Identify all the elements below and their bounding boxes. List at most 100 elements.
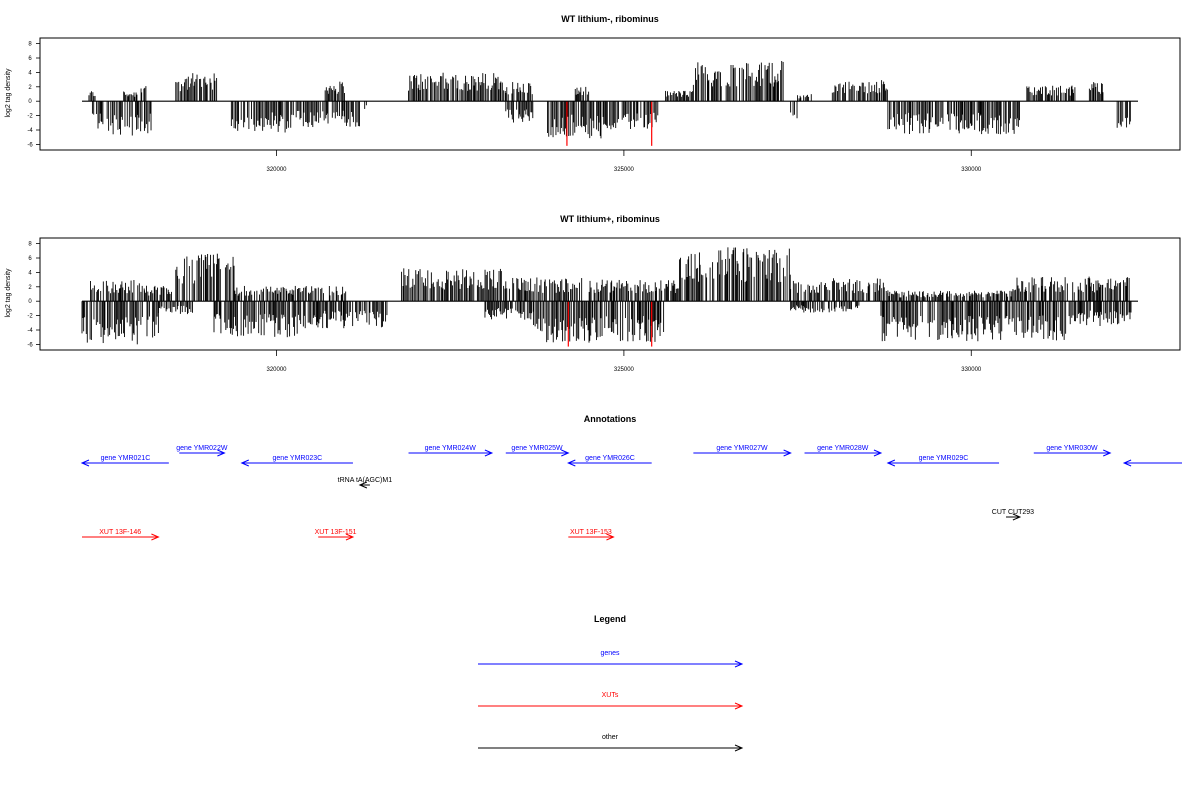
annotation-feature: gene YMR023C [240, 455, 353, 467]
annotation-feature: XUT 13F-146 [82, 529, 160, 541]
arrow-left-icon [1122, 459, 1132, 467]
plot-frame [39, 37, 1181, 151]
legend-entry: genes [478, 650, 744, 668]
arrow-left-icon [240, 459, 249, 467]
feature-label: tRNA tA(AGC)M1 [338, 477, 393, 484]
feature-label: gene YMR024W [425, 445, 477, 452]
feature-label: gene YMR030W [1046, 445, 1098, 452]
arrow-right-icon [606, 533, 615, 541]
annotation-feature: gene YMR028W [804, 445, 883, 457]
y-tick-label: -6 [27, 142, 33, 148]
plot-frame [39, 237, 1181, 351]
feature-label: gene YMR028W [817, 445, 869, 452]
y-tick-label: -6 [27, 342, 33, 348]
y-tick-label: -4 [27, 328, 33, 334]
y-tick-label: 8 [28, 242, 32, 248]
y-axis-label: log2 tag density [5, 268, 12, 318]
feature-label: gene YMR021C [101, 455, 151, 462]
y-tick-label: -4 [27, 128, 33, 134]
legend: Legend genes XUTs other [478, 614, 744, 752]
annotations-title: Annotations [584, 414, 637, 424]
arrow-left-icon [358, 481, 368, 489]
feature-label: gene YMR022W [176, 445, 228, 452]
y-tick-label: 4 [28, 270, 32, 276]
arrow-right-icon [345, 533, 355, 541]
arrow-right-icon [783, 449, 792, 457]
y-tick-label: 0 [28, 99, 32, 105]
arrow-right-icon [151, 533, 160, 541]
y-axis-label: log2 tag density [5, 68, 12, 118]
density-bars [81, 247, 1138, 347]
y-tick-label: -2 [27, 114, 33, 120]
feature-label: gene YMR029C [919, 455, 969, 462]
annotation-feature [1122, 459, 1182, 467]
arrow-left-icon [567, 459, 576, 467]
legend-entries: genes XUTs other [478, 650, 744, 752]
feature-label: gene YMR026C [585, 455, 635, 462]
x-tick-label: 330000 [961, 367, 982, 373]
arrow-right-icon [734, 702, 744, 710]
x-axis: 320000 325000 330000 [267, 150, 982, 173]
arrow-right-icon [734, 660, 744, 668]
y-tick-label: -2 [27, 314, 33, 320]
y-tick-label: 2 [28, 85, 32, 91]
arrow-right-icon [734, 744, 744, 752]
annotation-feature: gene YMR022W [176, 445, 228, 457]
annotation-feature: tRNA tA(AGC)M1 [338, 477, 393, 489]
annotation-features: gene YMR021C gene YMR022W gene YMR023C gene… [80, 445, 1182, 541]
y-axis: 8 6 4 2 0 -2 -4 -6 [27, 242, 40, 348]
y-tick-label: 4 [28, 70, 32, 76]
annotation-feature: XUT 13F-153 [568, 529, 615, 541]
annotation-feature: gene YMR026C [567, 455, 652, 467]
legend-entry: other [478, 734, 744, 752]
x-tick-label: 325000 [614, 167, 635, 173]
annotation-feature: gene YMR021C [80, 455, 169, 467]
y-tick-label: 6 [28, 256, 32, 262]
annotation-feature: XUT 13F-151 [315, 529, 357, 541]
feature-label: XUT 13F-153 [570, 529, 612, 536]
feature-label: gene YMR027W [716, 445, 768, 452]
arrow-right-icon [561, 449, 570, 457]
panel-title: WT lithium+, ribominus [560, 214, 660, 224]
y-tick-label: 2 [28, 285, 32, 291]
feature-label: gene YMR023C [273, 455, 323, 462]
x-tick-label: 325000 [614, 367, 635, 373]
arrow-right-icon [1012, 513, 1022, 521]
annotation-feature: gene YMR027W [693, 445, 792, 457]
x-axis: 320000 325000 330000 [267, 350, 982, 373]
track-panel-lithium-plus: WT lithium+, ribominus log2 tag density … [5, 214, 1181, 373]
y-tick-label: 8 [28, 42, 32, 48]
x-tick-label: 330000 [961, 167, 982, 173]
panel-title: WT lithium-, ribominus [561, 14, 659, 24]
y-axis: 8 6 4 2 0 -2 -4 -6 [27, 42, 40, 148]
arrow-left-icon [886, 459, 896, 467]
y-tick-label: 6 [28, 56, 32, 62]
legend-label: other [602, 734, 619, 741]
legend-label: genes [600, 650, 620, 657]
feature-label: gene YMR025W [511, 445, 563, 452]
feature-label: CUT CUT293 [992, 509, 1034, 516]
arrow-left-icon [80, 459, 90, 467]
legend-entry: XUTs [478, 692, 744, 710]
annotation-feature: gene YMR024W [408, 445, 494, 457]
annotation-feature: gene YMR025W [505, 445, 570, 457]
x-tick-label: 320000 [267, 167, 288, 173]
x-tick-label: 320000 [267, 367, 288, 373]
annotation-feature: gene YMR030W [1033, 445, 1112, 457]
annotation-feature: CUT CUT293 [992, 509, 1034, 521]
arrow-right-icon [484, 449, 494, 457]
arrow-right-icon [873, 449, 883, 457]
y-tick-label: 0 [28, 299, 32, 305]
feature-label: XUT 13F-151 [315, 529, 357, 536]
arrow-right-icon [1103, 449, 1112, 457]
density-bars [82, 60, 1138, 146]
track-panel-lithium-minus: WT lithium-, ribominus log2 tag density … [5, 14, 1181, 173]
arrow-right-icon [217, 449, 226, 457]
annotation-feature: gene YMR029C [886, 455, 1000, 467]
feature-label: XUT 13F-146 [99, 529, 141, 536]
legend-label: XUTs [602, 692, 619, 699]
legend-title: Legend [594, 614, 626, 624]
